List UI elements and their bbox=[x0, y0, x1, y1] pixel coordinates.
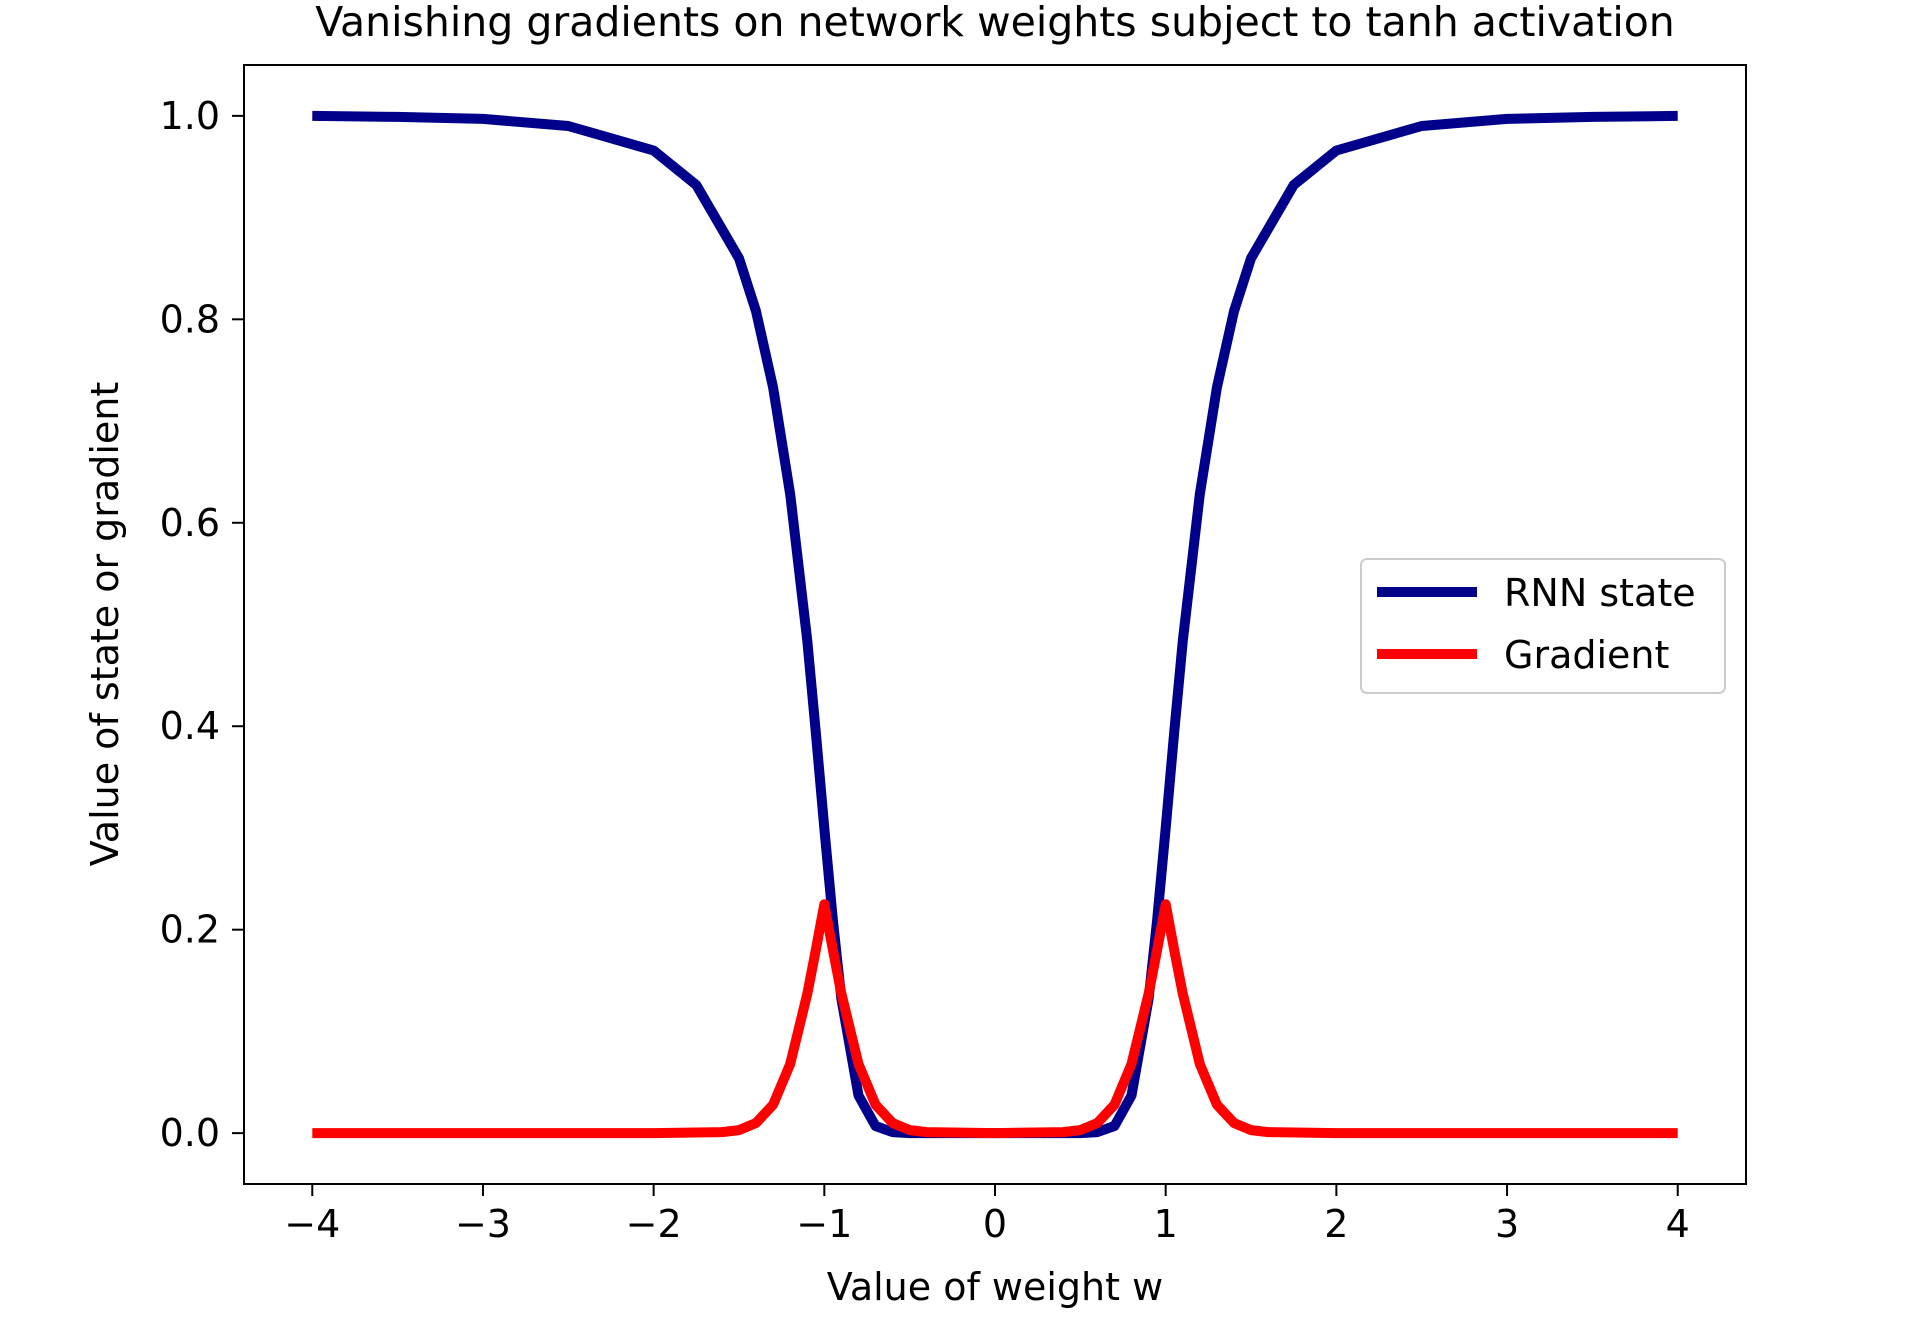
x-tick-label: −3 bbox=[455, 1202, 511, 1246]
y-tick-label: 0.4 bbox=[160, 704, 220, 748]
x-tick-label: −2 bbox=[626, 1202, 682, 1246]
x-tick-label: 0 bbox=[983, 1202, 1007, 1246]
y-tick-label: 0.6 bbox=[160, 501, 220, 545]
x-axis-label: Value of weight w bbox=[827, 1265, 1163, 1309]
chart-title: Vanishing gradients on network weights s… bbox=[315, 0, 1675, 46]
series-line-gradient bbox=[312, 899, 1678, 1139]
x-tick-label: 4 bbox=[1666, 1202, 1690, 1246]
x-tick-label: 3 bbox=[1495, 1202, 1519, 1246]
y-axis-label: Value of state or gradient bbox=[83, 382, 127, 867]
x-tick-label: 1 bbox=[1154, 1202, 1178, 1246]
y-axis-ticks: 0.0 0.2 0.4 0.6 0.8 1.0 bbox=[160, 94, 244, 1155]
x-tick-label: −4 bbox=[284, 1202, 340, 1246]
x-axis-ticks: −4 −3 −2 −1 0 1 2 3 4 bbox=[284, 1184, 1690, 1246]
plot-lines bbox=[312, 110, 1678, 1139]
legend-label-gradient: Gradient bbox=[1504, 633, 1669, 677]
y-tick-label: 0.0 bbox=[160, 1111, 220, 1155]
x-tick-label: −1 bbox=[796, 1202, 852, 1246]
y-tick-label: 1.0 bbox=[160, 94, 220, 138]
x-tick-label: 2 bbox=[1324, 1202, 1348, 1246]
y-tick-label: 0.2 bbox=[160, 908, 220, 952]
y-tick-label: 0.8 bbox=[160, 297, 220, 341]
legend-label-rnn-state: RNN state bbox=[1504, 571, 1696, 615]
legend: RNN state Gradient bbox=[1360, 558, 1726, 694]
